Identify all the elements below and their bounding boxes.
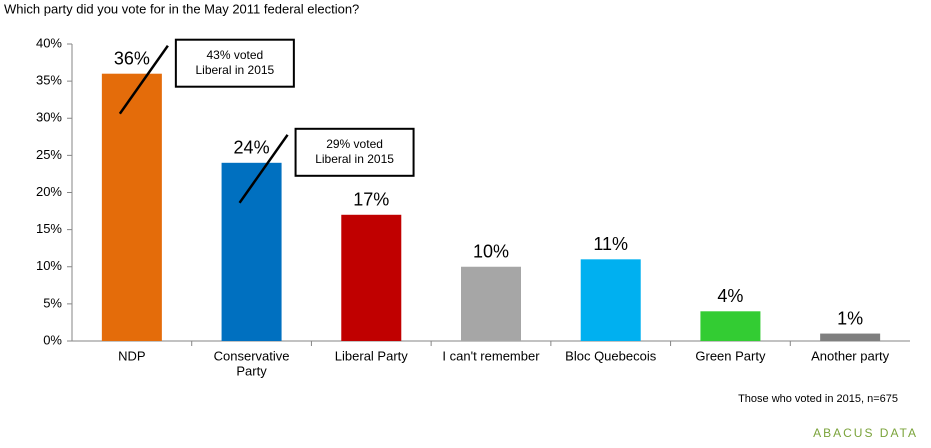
value-label: 4% [717,286,743,306]
x-tick-label: Bloc Quebecois [565,348,657,363]
annotation-box [294,127,415,177]
bar [461,266,521,341]
annotation-box [174,38,295,88]
x-tick-label: Another party [811,348,890,363]
annotation-text: 29% voted [326,137,383,151]
annotation-text: Liberal in 2015 [315,152,394,166]
note: Those who voted in 2015, n=675 [738,393,898,405]
annotation-text: Liberal in 2015 [195,63,274,77]
bar [820,333,881,341]
value-label: 1% [837,308,863,328]
x-tick-label: Conservative [214,348,290,363]
value-label: 11% [593,234,628,254]
x-tick-label: NDP [118,348,145,363]
bar [341,214,402,341]
x-tick-label: Party [236,363,267,378]
x-tick-label: Liberal Party [335,348,408,363]
annotation-leader [238,134,289,204]
y-tick-label: 15% [36,221,62,236]
annotation-text: 43% voted [206,48,263,62]
value-label: 36% [114,48,150,68]
bar [221,162,282,341]
bar [101,73,162,341]
chart-title: Which party did you vote for in the May … [4,1,359,16]
y-tick-label: 10% [36,258,62,273]
y-tick-label: 25% [36,147,62,162]
bar [700,311,761,341]
annotation-leader [118,44,169,115]
y-tick-label: 20% [36,184,62,199]
y-tick-label: 40% [36,35,62,50]
logo: ABACUS DATA [813,426,918,440]
y-tick-label: 30% [36,110,62,125]
y-tick-label: 0% [43,332,62,347]
value-label: 24% [234,138,270,158]
x-tick-label: I can't remember [442,348,540,363]
bar [580,259,641,341]
y-tick-label: 35% [36,73,62,88]
y-tick-label: 5% [43,295,62,310]
x-tick-label: Green Party [695,348,766,363]
value-label: 10% [473,242,509,262]
value-label: 17% [353,190,389,210]
